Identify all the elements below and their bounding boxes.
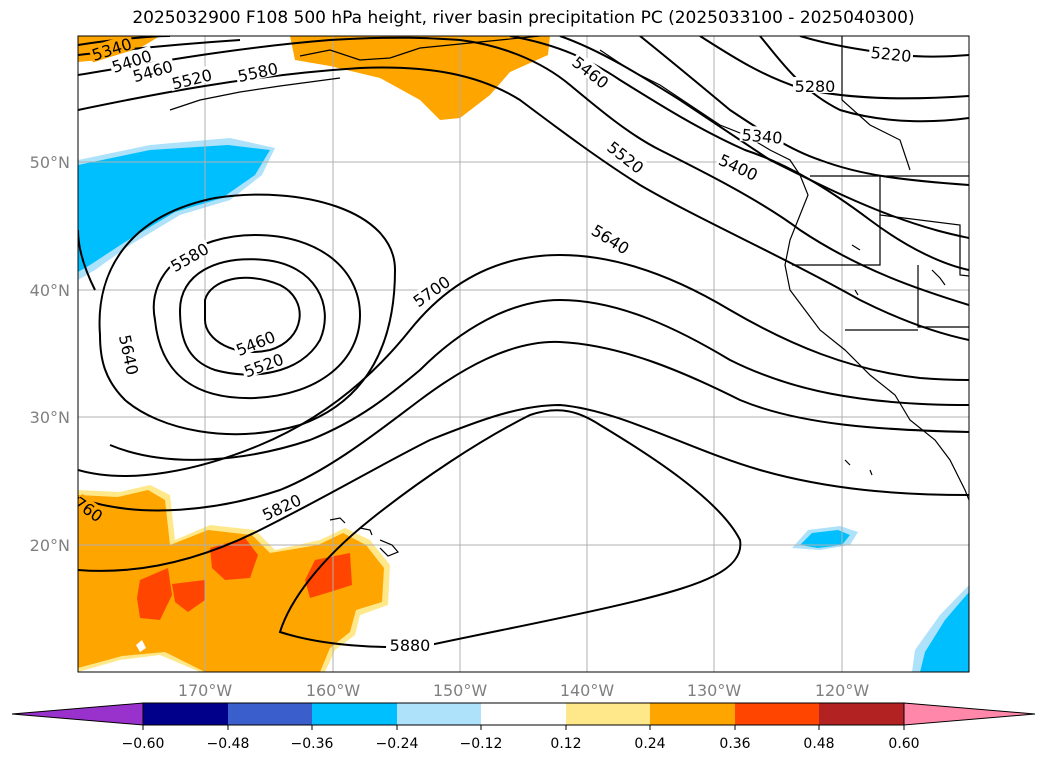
contour-label: 5340	[739, 125, 785, 148]
svg-text:5880: 5880	[390, 636, 431, 655]
lon-label: 130°W	[687, 681, 742, 700]
lat-label: 40°N	[30, 281, 70, 300]
lat-label: 30°N	[30, 408, 70, 427]
colorbar-tick-label: 0.24	[634, 736, 665, 752]
precip-shading	[78, 36, 969, 672]
hawaii-islands	[329, 517, 400, 557]
contour-5460-low	[204, 276, 301, 353]
colorbar-extend-low	[11, 702, 144, 726]
graticule	[78, 36, 969, 672]
colorbar-segment	[481, 703, 566, 725]
colorbar-tick-label: 0.48	[803, 736, 834, 752]
colorbar-tick-label: −0.36	[291, 736, 334, 752]
map-title: 2025032900 F108 500 hPa height, river ba…	[132, 8, 915, 28]
contour-label: 5220	[868, 42, 914, 66]
colorbar: −0.60 −0.48 −0.36 −0.24 −0.12 0.12 0.24 …	[11, 702, 1036, 752]
contour-label: 5280	[793, 77, 837, 96]
svg-text:5220: 5220	[870, 43, 912, 66]
contour-5820	[78, 403, 969, 572]
contour-5520-low	[178, 258, 326, 376]
longitude-labels: 170°W 160°W 150°W 140°W 130°W 120°W	[178, 681, 870, 700]
colorbar-segment	[650, 703, 735, 725]
contour-5760	[78, 340, 969, 512]
latitude-labels: 50°N 40°N 30°N 20°N	[30, 153, 70, 555]
contour-5640	[98, 193, 397, 436]
map-frame	[77, 35, 970, 673]
colorbar-tick-label: 0.12	[550, 736, 581, 752]
colorbar-segment	[735, 703, 819, 725]
contour-label: 5880	[386, 636, 434, 655]
contour-5340-right	[759, 36, 969, 123]
lon-label: 170°W	[178, 681, 233, 700]
lon-label: 150°W	[433, 681, 488, 700]
svg-text:5340: 5340	[741, 125, 783, 147]
colorbar-tick-label: −0.12	[460, 736, 503, 752]
colorbar-extend-high	[903, 702, 1036, 726]
contour-5580-top	[78, 66, 969, 341]
colorbar-segment	[312, 703, 397, 725]
alaska-coast	[299, 36, 541, 61]
lon-label: 140°W	[560, 681, 615, 700]
colorbar-segment	[143, 703, 228, 725]
colorbar-tick-label: 0.60	[888, 736, 919, 752]
colorbar-tick-label: −0.24	[376, 736, 419, 752]
colorbar-tick-label: −0.60	[122, 736, 165, 752]
svg-text:5280: 5280	[795, 77, 836, 96]
height-contours	[78, 36, 969, 648]
contour-5520-top	[78, 36, 969, 306]
lat-label: 20°N	[30, 536, 70, 555]
north-america-coast	[599, 49, 969, 501]
contour-5700	[109, 298, 969, 461]
lon-label: 120°W	[815, 681, 870, 700]
colorbar-tick-label: −0.48	[207, 736, 250, 752]
colorbar-segment	[819, 703, 904, 725]
colorbar-segment	[397, 703, 481, 725]
lat-label: 50°N	[30, 153, 70, 172]
shade-positive-north	[290, 36, 550, 120]
lon-label: 160°W	[306, 681, 361, 700]
coastlines	[169, 36, 969, 557]
contour-5880	[278, 409, 742, 648]
colorbar-segment	[228, 703, 312, 725]
colorbar-segment	[566, 703, 650, 725]
colorbar-tick-label: 0.36	[719, 736, 750, 752]
